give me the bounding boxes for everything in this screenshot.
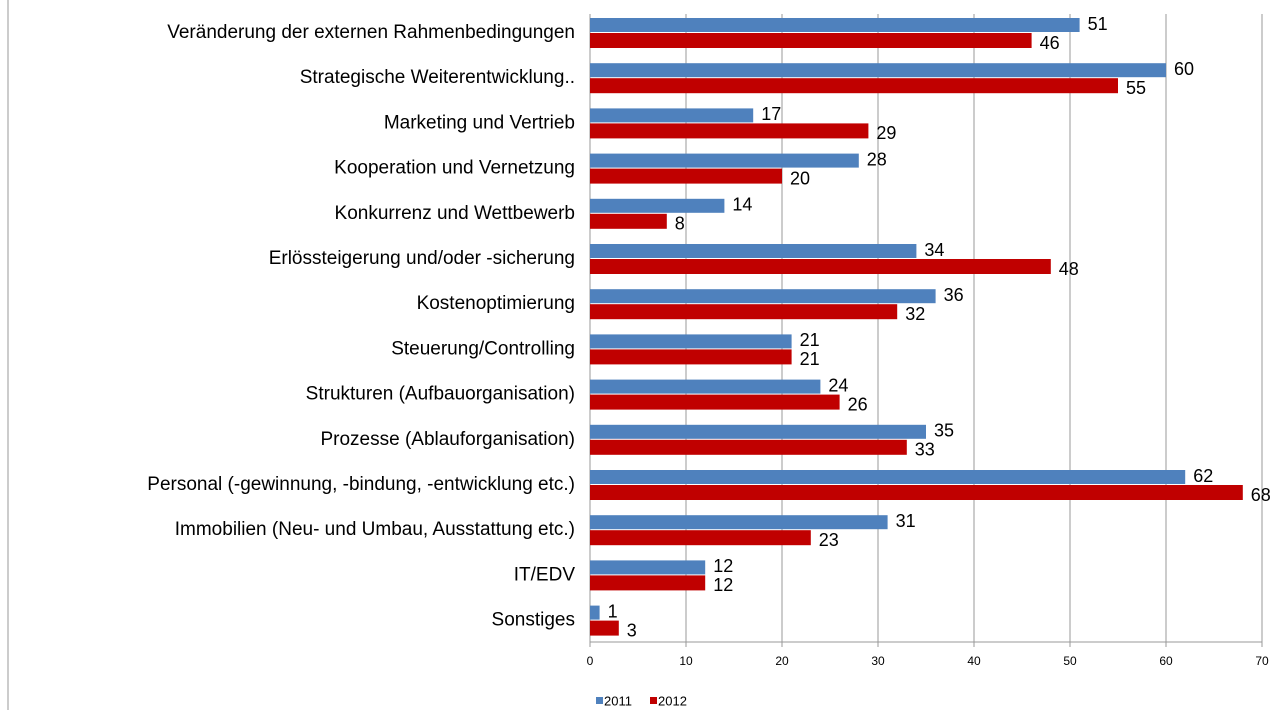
bar [590,485,1243,500]
bar [590,213,667,229]
bar [590,515,888,530]
data-label: 34 [924,240,944,260]
bar [590,63,1166,78]
bar [590,168,782,184]
data-label: 8 [675,214,685,234]
legend-swatch [650,697,657,704]
bar [590,470,1186,484]
legend-label: 2011 [604,693,632,708]
bar [590,259,1051,274]
data-label: 35 [934,421,954,441]
y-tick-label: Strategische Weiterentwicklung.. [300,67,575,88]
y-tick-label: Immobilien (Neu- und Umbau, Ausstattung … [175,519,575,540]
data-label: 24 [828,375,848,395]
bar [590,198,725,213]
data-label: 60 [1174,59,1194,79]
legend-label: 2012 [658,693,687,708]
data-label: 46 [1040,33,1060,53]
bar [590,394,840,410]
y-tick-label: Konkurrenz und Wettbewerb [335,203,575,224]
bar [590,560,706,575]
data-label: 3 [627,620,637,640]
data-label: 36 [944,285,964,305]
data-label: 51 [1088,14,1108,34]
data-label: 62 [1193,466,1213,486]
legend-swatch [596,697,603,704]
x-tick-label: 70 [1255,654,1269,668]
bar [590,439,907,455]
y-tick-label: Erlössteigerung und/oder -sicherung [269,248,575,269]
data-label: 12 [713,575,733,595]
data-label: 55 [1126,78,1146,98]
y-tick-label: Personal (-gewinnung, -bindung, -entwick… [147,474,575,495]
bar [590,123,869,139]
bar [590,424,926,439]
y-tick-label: Sonstiges [492,610,575,631]
x-tick-label: 10 [679,654,693,668]
bar [590,349,792,365]
y-tick-label: Marketing und Vertrieb [384,112,575,133]
x-tick-label: 50 [1063,654,1077,668]
data-label: 29 [876,123,896,143]
data-label: 14 [732,195,752,215]
y-tick-label: Steuerung/Controlling [391,338,575,359]
bar [590,78,1118,94]
data-label: 31 [896,511,916,531]
bar [590,304,898,320]
data-label: 17 [761,104,781,124]
data-label: 33 [915,440,935,460]
x-tick-label: 30 [871,654,885,668]
bar [590,620,619,636]
y-tick-label: Kooperation und Vernetzung [334,158,575,179]
bar [590,334,792,349]
bar [590,33,1032,48]
data-label: 23 [819,530,839,550]
data-label: 68 [1251,485,1271,505]
bar [590,379,821,394]
data-label: 32 [905,304,925,324]
bar [590,575,706,591]
x-tick-label: 60 [1159,654,1173,668]
y-tick-label: Prozesse (Ablauforganisation) [320,429,575,450]
data-label: 28 [867,149,887,169]
data-label: 21 [800,330,820,350]
y-tick-label: Kostenoptimierung [417,293,575,314]
bar [590,530,811,546]
data-label: 48 [1059,259,1079,279]
data-label: 1 [608,601,618,621]
data-label: 26 [848,394,868,414]
bar [590,244,917,258]
bar [590,153,859,168]
data-label: 20 [790,168,810,188]
data-label: 21 [800,349,820,369]
y-tick-label: Veränderung der externen Rahmenbedingung… [167,22,575,43]
y-tick-label: IT/EDV [514,564,576,585]
y-tick-label: Strukturen (Aufbauorganisation) [306,384,575,405]
bar [590,605,600,620]
data-label: 12 [713,556,733,576]
x-tick-label: 40 [967,654,981,668]
bar [590,289,936,304]
x-tick-label: 20 [775,654,789,668]
bar [590,108,754,123]
x-tick-label: 0 [587,654,594,668]
bar [590,18,1080,32]
